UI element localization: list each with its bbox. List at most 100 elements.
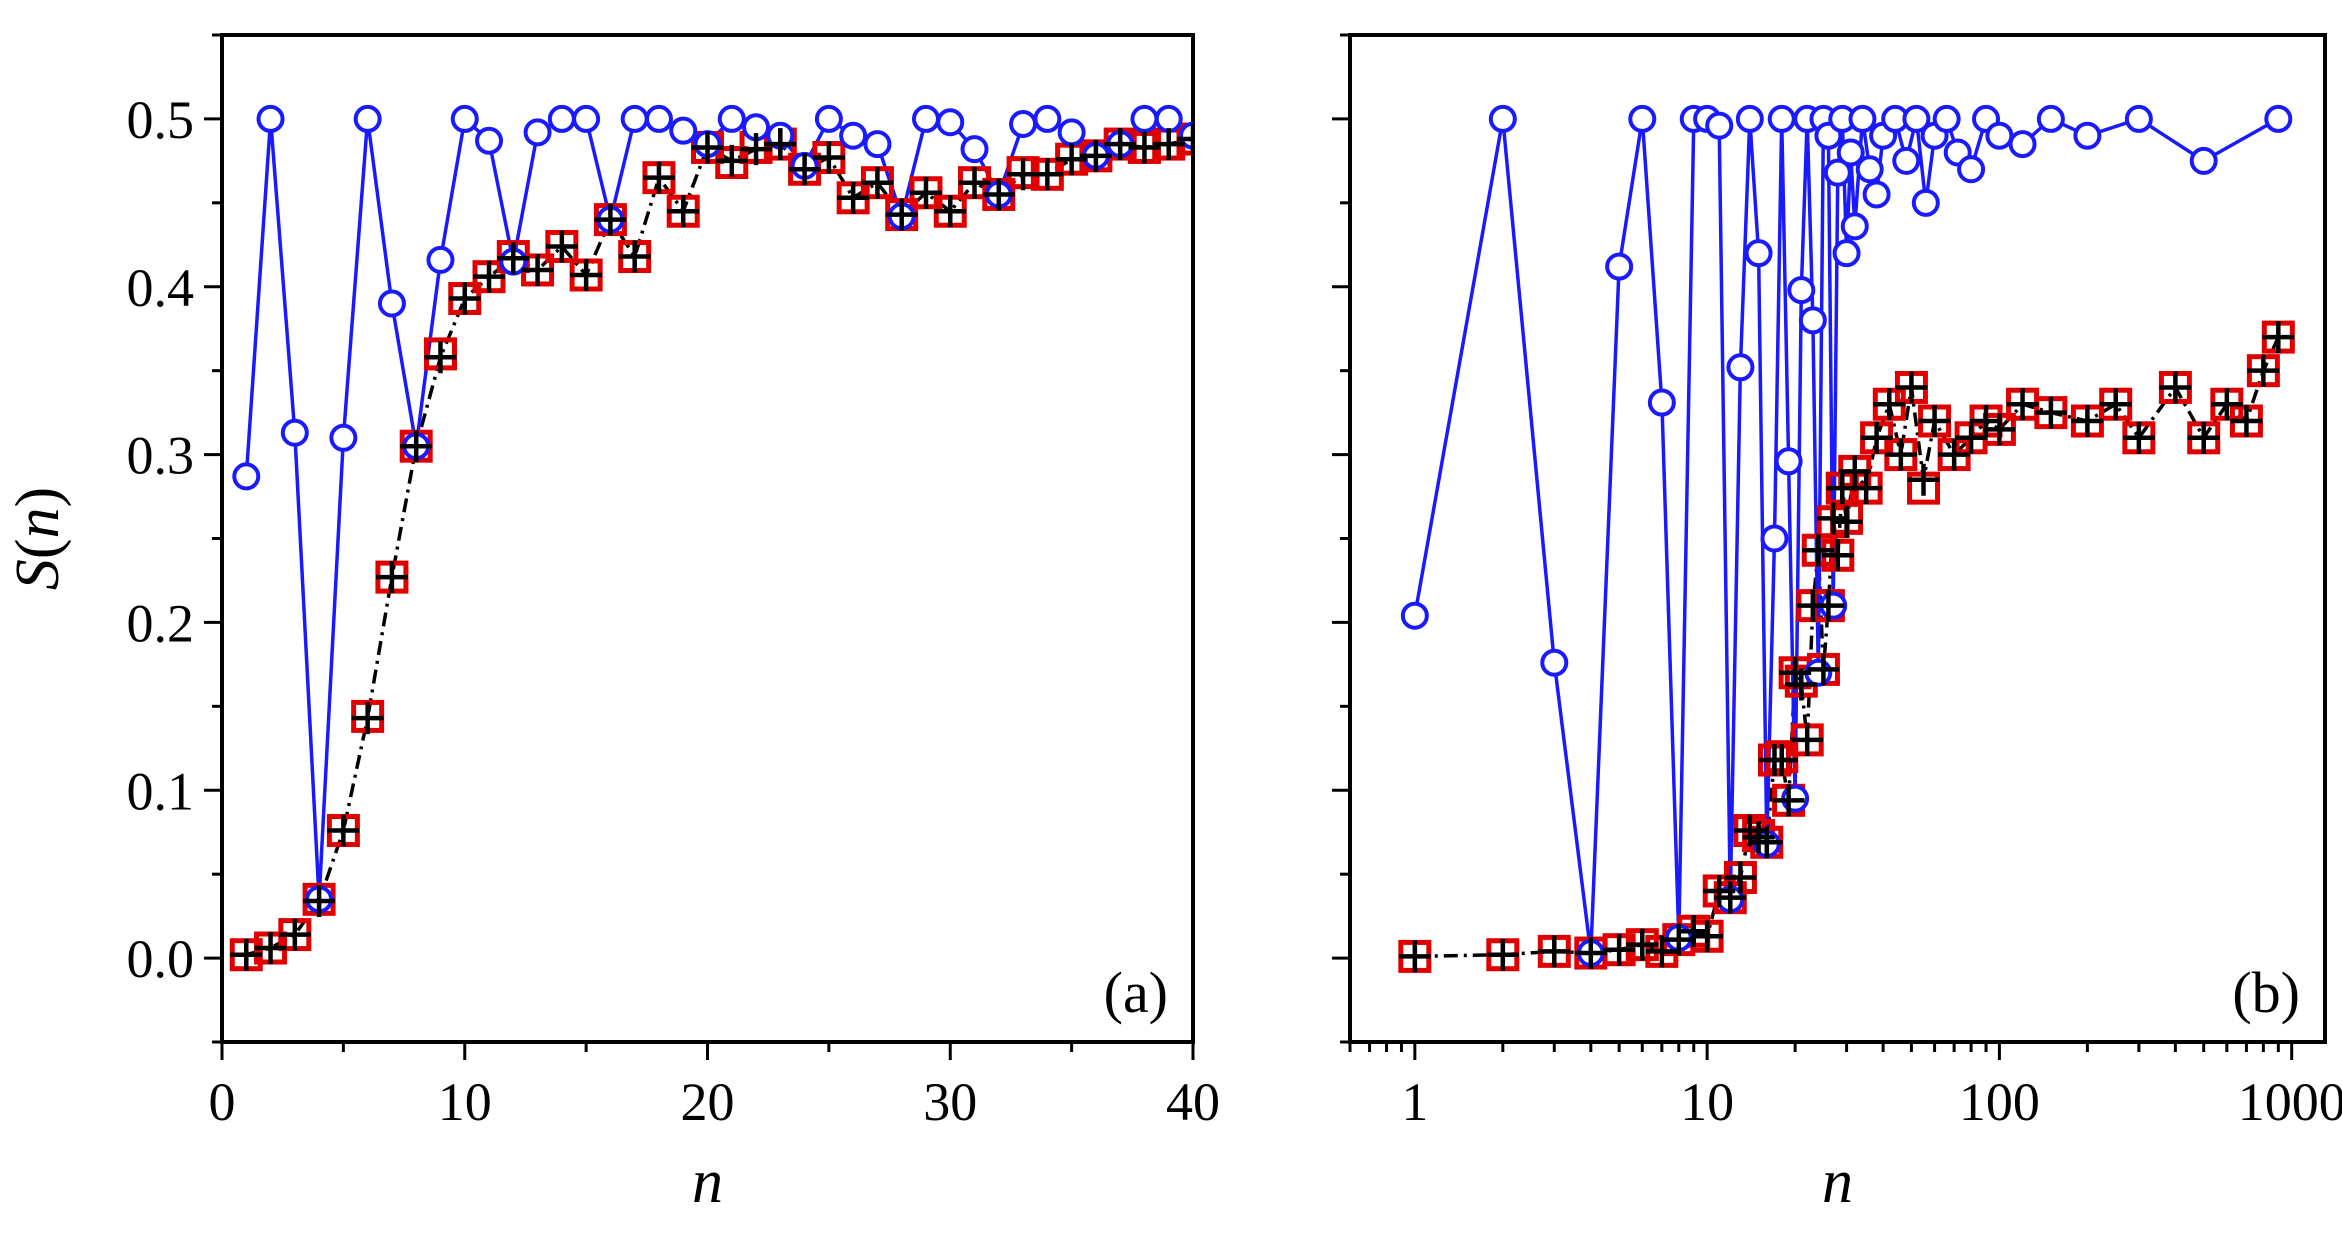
data-point-circle <box>960 135 989 164</box>
series-line-black-crosses <box>245 137 1193 957</box>
data-point-circle <box>1628 104 1657 133</box>
y-tick-label: 0.0 <box>127 929 195 989</box>
data-point-circle <box>1009 109 1038 138</box>
data-point-cross <box>1785 668 1818 701</box>
data-point-cross <box>2230 405 2263 438</box>
data-point-circle <box>814 104 843 133</box>
data-point-cross <box>1714 881 1747 914</box>
data-point-circle <box>280 418 309 447</box>
data-point-cross <box>2034 396 2067 429</box>
data-point-circle <box>232 462 261 491</box>
data-point-cross <box>788 153 821 186</box>
x-tick-label: 0 <box>209 1072 236 1132</box>
data-point-circle <box>1760 524 1789 553</box>
data-point-circle <box>1400 601 1429 630</box>
data-point-cross <box>1850 472 1883 505</box>
data-point-circle <box>1726 353 1755 382</box>
data-point-cross <box>375 561 408 594</box>
x-tick-label: 30 <box>923 1072 977 1132</box>
data-point-circle <box>256 104 285 133</box>
data-point-cross <box>1128 131 1161 164</box>
data-point-circle <box>1033 104 1062 133</box>
data-point-circle <box>1840 212 1869 241</box>
data-point-circle <box>547 104 576 133</box>
data-point-circle <box>1798 306 1827 335</box>
y-tick-label: 0.5 <box>127 90 195 150</box>
data-point-cross <box>1817 502 1850 535</box>
data-point-cross <box>2122 421 2155 454</box>
data-point-circle <box>2036 104 2065 133</box>
data-point-cross <box>2006 388 2039 421</box>
x-axis-label: n <box>1822 1148 1853 1216</box>
x-tick-label: 10 <box>438 1072 492 1132</box>
data-point-circle <box>1744 239 1773 268</box>
data-point-cross <box>1791 723 1824 756</box>
data-point-circle <box>2073 121 2102 150</box>
data-point-cross <box>1802 534 1835 567</box>
data-point-circle <box>839 121 868 150</box>
data-point-cross <box>2247 354 2280 387</box>
series-line-black-crosses <box>1414 336 2280 959</box>
data-point-circle <box>1179 121 1193 150</box>
x-tick-label: 20 <box>681 1072 735 1132</box>
data-point-cross <box>1750 826 1783 859</box>
data-point-circle <box>2189 146 2218 175</box>
data-point-cross <box>327 814 360 847</box>
plot-data-area <box>229 104 1193 972</box>
data-point-cross <box>1104 128 1137 161</box>
y-axis-label-part: S <box>4 559 72 590</box>
data-point-circle <box>475 126 504 155</box>
data-point-circle <box>1735 104 1764 133</box>
data-point-cross <box>1724 861 1757 894</box>
data-point-circle <box>2008 130 2037 159</box>
data-point-cross <box>1486 938 1519 971</box>
data-point-cross <box>1772 784 1805 817</box>
data-point-circle <box>1605 252 1634 281</box>
x-tick-label: 40 <box>1166 1072 1220 1132</box>
data-point-circle <box>1705 111 1734 140</box>
data-point-cross <box>1742 821 1775 854</box>
y-tick-label: 0.3 <box>127 426 195 486</box>
data-point-cross <box>1907 463 1940 496</box>
data-point-circle <box>1892 146 1921 175</box>
plot-data-area <box>1398 104 2295 973</box>
data-point-cross <box>473 260 506 293</box>
x-tick-label: 1 <box>1401 1072 1428 1132</box>
data-point-cross <box>1677 915 1710 948</box>
data-point-cross <box>1152 128 1185 161</box>
data-point-circle <box>1787 276 1816 305</box>
data-point-cross <box>278 918 311 951</box>
y-axis-label-part: ( <box>4 539 72 560</box>
data-point-cross <box>667 195 700 228</box>
data-point-cross <box>618 240 651 273</box>
data-point-circle <box>1911 188 1940 217</box>
data-point-cross <box>424 341 457 374</box>
data-point-circle <box>1647 388 1676 417</box>
data-point-cross <box>1830 505 1863 538</box>
x-tick-label: 1000 <box>2238 1072 2342 1132</box>
y-tick-label: 0.4 <box>127 258 195 318</box>
data-point-cross <box>2071 405 2104 438</box>
data-point-cross <box>1662 923 1695 956</box>
y-axis-label: S(n) <box>4 487 72 590</box>
y-tick-label: 0.2 <box>127 593 195 653</box>
data-point-cross <box>1574 937 1607 970</box>
data-point-cross <box>861 166 894 199</box>
data-point-circle <box>911 104 940 133</box>
data-point-circle <box>426 245 455 274</box>
data-point-cross <box>2099 388 2132 421</box>
data-point-cross <box>570 259 603 292</box>
data-point-cross <box>2262 321 2295 354</box>
data-point-cross <box>1895 371 1928 404</box>
data-point-circle <box>1848 104 1877 133</box>
data-point-circle <box>1832 239 1861 268</box>
y-tick-label: 0.1 <box>127 761 195 821</box>
data-point-cross <box>1838 455 1871 488</box>
data-point-cross <box>594 203 627 236</box>
data-point-cross <box>691 131 724 164</box>
data-point-cross <box>958 166 991 199</box>
data-point-circle <box>1985 121 2014 150</box>
data-point-cross <box>1626 928 1659 961</box>
